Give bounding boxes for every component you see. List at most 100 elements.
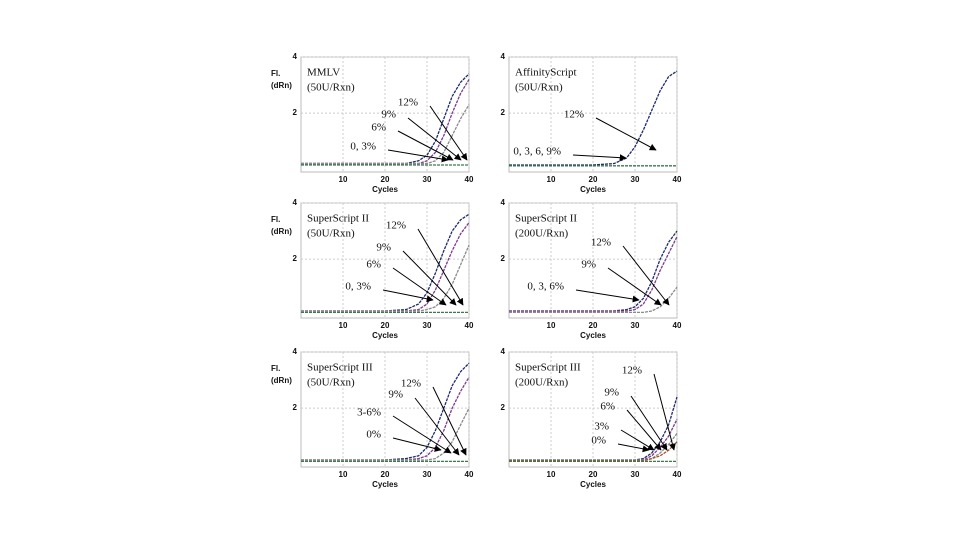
y-tick-label: 4	[293, 52, 298, 61]
panel-subtitle: (50U/Rxn)	[515, 82, 563, 94]
annotation-label: 3%	[594, 421, 609, 433]
y-tick-label: 2	[501, 403, 506, 412]
annotation-label: 12%	[401, 378, 421, 390]
annotation-arrow	[617, 443, 650, 453]
annotation-label: 9%	[581, 259, 596, 271]
y-tick-label: 2	[293, 108, 298, 117]
annotation-arrow	[407, 117, 462, 161]
x-tick-label: 30	[423, 321, 432, 330]
x-tick-label: 30	[423, 470, 432, 479]
x-tick-label: 30	[631, 321, 640, 330]
annotation-label: 12%	[386, 220, 406, 232]
panel-title: AffinityScript	[515, 67, 577, 79]
annotation-arrow	[607, 267, 662, 306]
y-axis-label: (dRn)	[271, 81, 292, 90]
curve	[301, 104, 470, 165]
annotation-label: 3-6%	[357, 407, 381, 419]
y-tick-label: 2	[501, 254, 506, 263]
x-tick-label: 40	[673, 470, 682, 479]
annotation-arrow	[387, 149, 449, 163]
annotation-label: 9%	[388, 389, 403, 401]
x-tick-label: 30	[423, 175, 432, 184]
annotation-arrow	[653, 373, 676, 451]
annotation-label: 6%	[371, 122, 386, 134]
x-tick-label: 10	[339, 175, 348, 184]
y-tick-label: 4	[501, 347, 506, 356]
annotation-label: 0%	[591, 435, 606, 447]
x-tick-label: 20	[381, 175, 390, 184]
panel-subtitle: (50U/Rxn)	[307, 228, 355, 240]
x-axis-label: Cycles	[580, 331, 606, 340]
x-tick-label: 10	[339, 470, 348, 479]
panel-title: SuperScript II	[515, 213, 577, 225]
annotation-label: 0, 3%	[350, 141, 376, 153]
x-axis-label: Cycles	[372, 480, 398, 489]
x-tick-label: 40	[673, 321, 682, 330]
annotation-arrow	[572, 154, 627, 162]
annotation-label: 9%	[604, 387, 619, 399]
panel-title: SuperScript III	[515, 362, 581, 374]
x-tick-label: 20	[589, 321, 598, 330]
panel-title: SuperScript III	[307, 362, 373, 374]
curve	[509, 236, 678, 312]
annotation-arrow	[402, 250, 457, 306]
y-axis-label: Fl.	[271, 364, 280, 373]
panel-title: SuperScript II	[307, 213, 369, 225]
annotation-label: 6%	[600, 401, 615, 413]
y-axis-label: Fl.	[271, 215, 280, 224]
annotation-arrow	[392, 267, 447, 306]
curve	[509, 70, 678, 166]
y-tick-label: 4	[293, 198, 298, 207]
x-tick-label: 20	[589, 470, 598, 479]
x-tick-label: 10	[547, 321, 556, 330]
x-axis-label: Cycles	[580, 185, 606, 194]
y-axis-label: Fl.	[271, 69, 280, 78]
annotation-arrow	[630, 395, 668, 451]
annotation-arrow	[382, 289, 434, 303]
y-tick-label: 2	[501, 108, 506, 117]
x-tick-label: 40	[465, 470, 474, 479]
annotation-label: 12%	[622, 365, 642, 377]
y-tick-label: 4	[501, 198, 506, 207]
x-tick-label: 10	[339, 321, 348, 330]
x-tick-label: 10	[547, 470, 556, 479]
x-tick-label: 40	[465, 175, 474, 184]
annotation-arrow	[626, 409, 662, 451]
y-tick-label: 4	[293, 347, 298, 356]
annotation-arrow	[414, 397, 460, 456]
x-axis-label: Cycles	[372, 331, 398, 340]
annotation-arrow	[417, 228, 464, 306]
annotation-label: 12%	[591, 237, 611, 249]
annotation-arrow	[595, 117, 657, 151]
annotation-arrow	[429, 105, 468, 161]
x-tick-label: 20	[381, 470, 390, 479]
x-axis-label: Cycles	[372, 185, 398, 194]
annotation-label: 9%	[376, 242, 391, 254]
annotation-label: 0%	[366, 429, 381, 441]
x-tick-label: 20	[589, 175, 598, 184]
panel-subtitle: (50U/Rxn)	[307, 377, 355, 389]
x-tick-label: 40	[465, 321, 474, 330]
panel-subtitle: (50U/Rxn)	[307, 82, 355, 94]
annotation-arrow	[392, 437, 442, 452]
x-tick-label: 30	[631, 470, 640, 479]
x-tick-label: 40	[673, 175, 682, 184]
x-axis-label: Cycles	[580, 480, 606, 489]
panel-subtitle: (200U/Rxn)	[515, 228, 569, 240]
y-tick-label: 2	[293, 254, 298, 263]
annotation-label: 0, 3, 6, 9%	[513, 146, 561, 158]
x-tick-label: 10	[547, 175, 556, 184]
curve	[301, 407, 470, 461]
panel-subtitle: (200U/Rxn)	[515, 377, 569, 389]
annotation-arrow	[397, 130, 454, 161]
y-tick-label: 4	[501, 52, 506, 61]
y-axis-label: (dRn)	[271, 227, 292, 236]
curve	[301, 244, 470, 312]
panel-title: MMLV	[307, 67, 340, 79]
annotation-arrow	[622, 245, 670, 306]
y-axis-label: (dRn)	[271, 376, 292, 385]
annotation-label: 0, 3, 6%	[527, 281, 564, 293]
annotation-label: 12%	[564, 109, 584, 121]
annotation-label: 6%	[366, 259, 381, 271]
